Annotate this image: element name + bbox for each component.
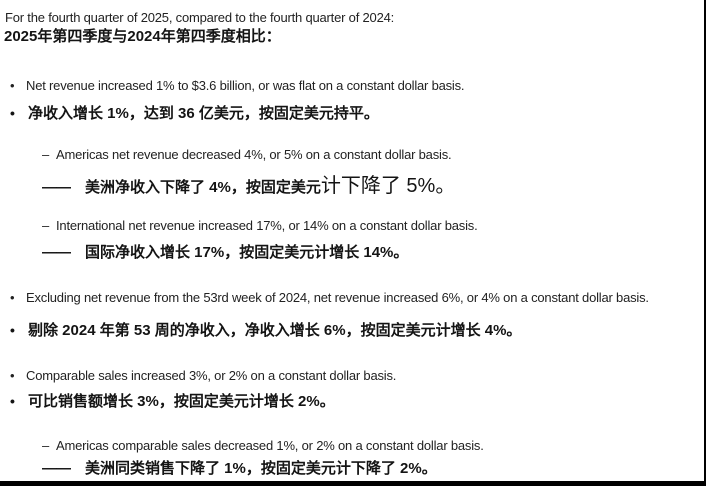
bullet-icon: • [10,393,15,409]
bullet-excluding-53rd-week-en-text: Excluding net revenue from the 53rd week… [26,290,649,305]
sub-americas-comparable-sales-zh: —— 美洲同类销售下降了 1%，按固定美元计下降了 2%。 [42,461,437,477]
bullet-icon: • [10,290,15,305]
header-line-zh: 2025年第四季度与2024年第四季度相比： [4,28,281,45]
double-dash-icon: —— [42,244,71,261]
sub-americas-net-revenue-en-text: Americas net revenue decreased 4%, or 5%… [56,147,452,162]
dash-icon: – [42,438,50,453]
bullet-net-revenue-zh-text: 净收入增长 1%，达到 36 亿美元，按固定美元持平。 [28,105,379,122]
sub-americas-net-revenue-en: – Americas net revenue decreased 4%, or 5… [42,147,452,162]
sub-americas-net-revenue-zh-text: 美洲净收入下降了 4%，按固定美元 [85,179,321,196]
bullet-comparable-sales-en: • Comparable sales increased 3%, or 2% on… [10,369,396,383]
bullet-icon: • [10,322,15,338]
sub-international-net-revenue-en: – International net revenue increased 17%… [42,219,478,233]
bullet-excluding-53rd-week-zh-text: 剔除 2024 年第 53 周的净收入，净收入增长 6%，按固定美元计增长 4%… [28,322,522,339]
bullet-comparable-sales-en-text: Comparable sales increased 3%, or 2% on … [26,368,397,383]
sub-americas-comparable-sales-en-text: Americas comparable sales decreased 1%, … [56,438,484,453]
sub-international-net-revenue-zh-text: 国际净收入增长 17%，按固定美元计增长 14%。 [85,244,409,261]
right-border [704,0,706,486]
sub-international-net-revenue-zh: —— 国际净收入增长 17%，按固定美元计增长 14%。 [42,245,408,261]
bottom-border [0,481,706,486]
bullet-icon: • [10,78,15,93]
bullet-icon: • [10,368,15,383]
bullet-net-revenue-en: • Net revenue increased 1% to $3.6 billio… [10,78,465,93]
bullet-comparable-sales-zh-text: 可比销售额增长 3%，按固定美元计增长 2%。 [28,393,335,410]
bullet-net-revenue-zh: • 净收入增长 1%，达到 36 亿美元，按固定美元持平。 [10,106,379,122]
double-dash-icon: —— [42,179,71,196]
bullet-excluding-53rd-week-en: • Excluding net revenue from the 53rd wee… [10,291,649,305]
sub-americas-net-revenue-zh: —— 美洲净收入下降了 4%，按固定美元计下降了 5%。 [42,176,455,197]
double-dash-icon: —— [42,460,71,477]
bullet-icon: • [10,105,15,121]
sub-americas-comparable-sales-en: – Americas comparable sales decreased 1%,… [42,439,484,453]
sub-americas-net-revenue-zh-text-large: 计下降了 5%。 [320,175,456,197]
dash-icon: – [42,218,50,233]
sub-international-net-revenue-en-text: International net revenue increased 17%,… [56,218,478,233]
dash-icon: – [42,147,50,162]
header-line-en: For the fourth quarter of 2025, compared… [5,10,395,25]
bullet-comparable-sales-zh: • 可比销售额增长 3%，按固定美元计增长 2%。 [10,394,335,410]
bullet-net-revenue-en-text: Net revenue increased 1% to $3.6 billion… [26,78,465,93]
bullet-excluding-53rd-week-zh: • 剔除 2024 年第 53 周的净收入，净收入增长 6%，按固定美元计增长 4… [10,323,521,339]
sub-americas-comparable-sales-zh-text: 美洲同类销售下降了 1%，按固定美元计下降了 2%。 [85,460,437,477]
